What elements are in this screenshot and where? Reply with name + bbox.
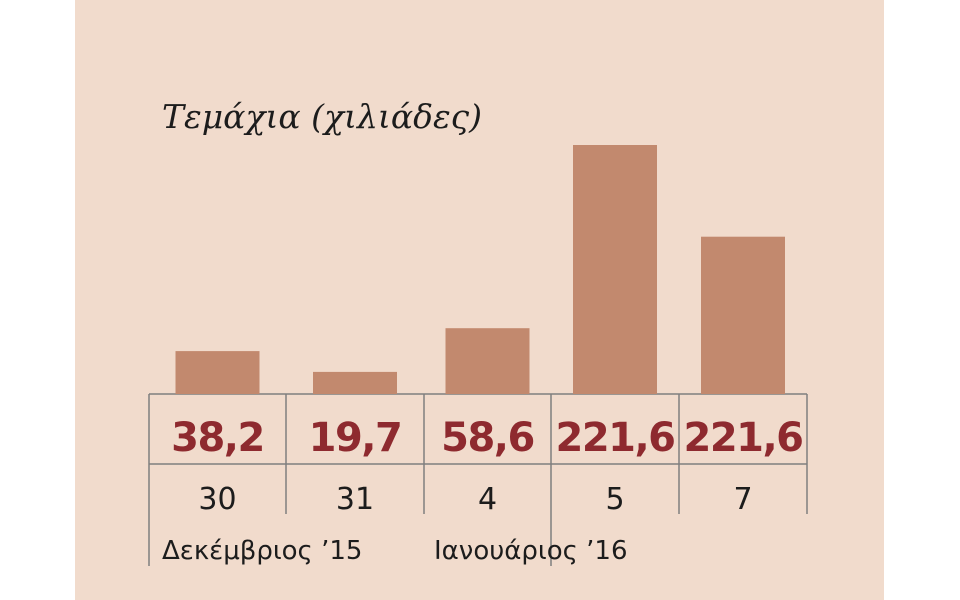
value-label-7: 221,6 (683, 415, 802, 461)
category-label-5: 5 (605, 482, 624, 517)
month-labels-group: Δεκέμβριος ’15 Ιανουάριος ’16 (162, 536, 628, 566)
bar-5 (573, 145, 657, 394)
unit-label: Τεμάχια (χιλιάδες) (162, 97, 482, 136)
bar-7 (701, 236, 785, 394)
value-label-4: 58,6 (441, 415, 534, 461)
category-labels-group: 30 31 4 5 7 (198, 482, 752, 517)
value-label-30: 38,2 (171, 415, 264, 461)
category-label-31: 31 (336, 482, 374, 517)
bar-31 (313, 371, 397, 394)
value-label-5: 221,6 (555, 415, 674, 461)
category-label-7: 7 (733, 482, 752, 517)
bar-30 (175, 351, 260, 394)
value-labels-group: 38,2 19,7 58,6 221,6 221,6 (171, 415, 804, 461)
month-label-1: Ιανουάριος ’16 (434, 536, 628, 566)
category-label-30: 30 (198, 482, 236, 517)
bars-group (175, 145, 785, 394)
month-label-0: Δεκέμβριος ’15 (162, 536, 362, 566)
value-label-31: 19,7 (309, 415, 402, 461)
bar-4 (445, 328, 530, 394)
category-label-4: 4 (478, 482, 497, 517)
